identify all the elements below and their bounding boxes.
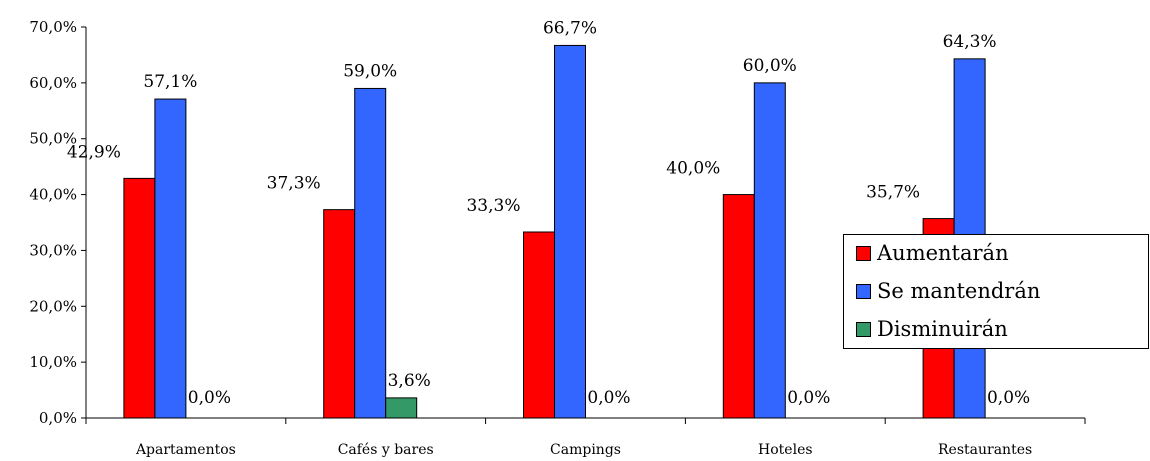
x-category-label: Cafés y bares [338,442,434,458]
legend-swatch-se-mantendran [856,283,871,299]
data-label: 59,0% [343,61,397,81]
data-label: 0,0% [587,388,630,408]
x-category-label: Restaurantes [938,442,1032,458]
y-tick-label: 50,0% [29,130,77,148]
x-category-label: Campings [550,442,621,458]
legend-label-aumentaran: Aumentarán [877,241,1009,265]
legend-item-se-mantendran: Se mantendrán [856,279,1040,303]
y-tick-label: 10,0% [29,353,77,371]
data-label: 0,0% [188,388,231,408]
legend-swatch-aumentaran [856,245,871,261]
data-label: 0,0% [987,388,1030,408]
data-label: 35,7% [866,183,920,203]
x-category-label: Hoteles [758,442,813,458]
bar [354,87,387,419]
data-label: 3,6% [388,371,431,391]
legend-item-disminuiran: Disminuirán [856,317,1008,341]
data-label: 0,0% [787,388,830,408]
data-label: 37,3% [267,174,321,194]
data-label: 66,7% [543,18,597,38]
legend-swatch-disminuiran [856,321,871,337]
bar [385,397,418,419]
data-label: 33,3% [466,196,520,216]
x-category-label: Apartamentos [135,442,236,458]
y-tick-label: 0,0% [39,409,77,427]
bar [123,177,156,419]
data-label: 57,1% [143,72,197,92]
bar [323,209,356,419]
bar [523,231,555,419]
legend-label-se-mantendran: Se mantendrán [877,279,1041,303]
bar [722,194,755,419]
y-tick-label: 20,0% [29,297,77,315]
data-label: 42,9% [67,142,121,162]
bar [554,44,586,419]
bar [154,98,187,419]
legend-item-aumentaran: Aumentarán [856,241,1009,265]
y-tick-label: 40,0% [29,186,77,204]
data-label: 40,0% [666,159,720,179]
chart-legend: Aumentarán Se mantendrán Disminuirán [843,234,1149,349]
data-label: 64,3% [943,32,997,52]
y-tick-label: 60,0% [29,74,77,92]
y-tick-label: 30,0% [29,241,77,259]
y-tick-label: 70,0% [29,18,77,36]
data-label: 60,0% [743,56,797,76]
legend-label-disminuiran: Disminuirán [877,317,1008,341]
bar [753,82,786,419]
